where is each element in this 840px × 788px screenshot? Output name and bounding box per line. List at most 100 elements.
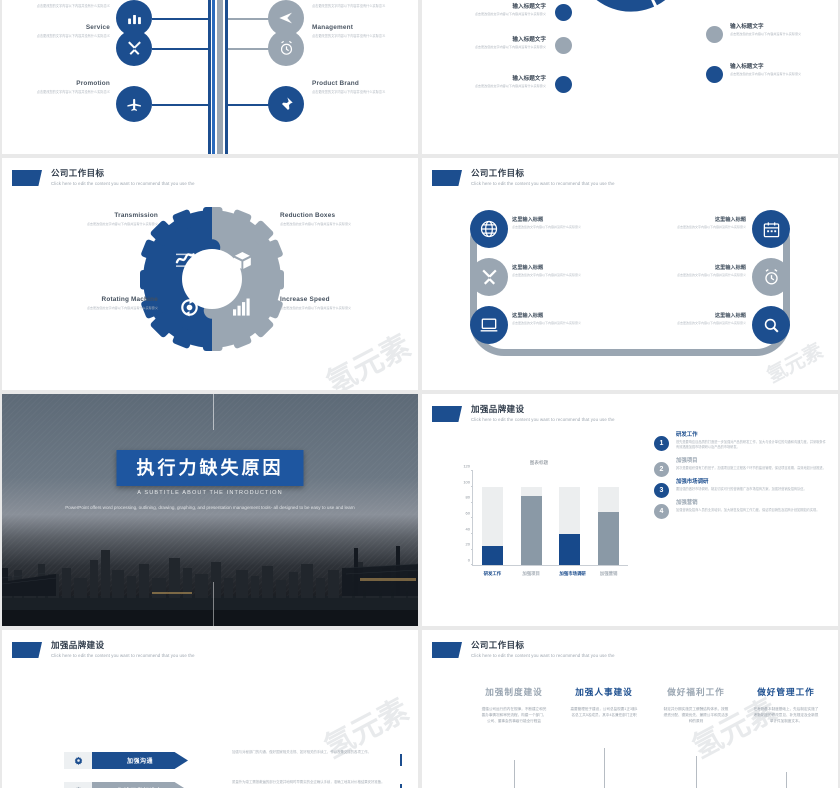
loop-title: 这里输入标题: [512, 265, 544, 271]
loop-title: 这里输入标题: [714, 313, 746, 319]
loop-desc: 点击更改您的文字内容以下内容并没有什么实际意义: [676, 321, 746, 325]
pie-legend-dot: [555, 76, 572, 93]
loop-node-tools[interactable]: [470, 258, 508, 296]
page-title: 公司工作目标: [51, 168, 105, 178]
chart-y-tickmark: [471, 485, 473, 487]
column-stem: [604, 748, 605, 788]
list-item[interactable]: 4 加强营销 加强营销及招商人员的业务培训，加大销售及招商工作力度，保证项目销售…: [654, 498, 826, 520]
column-title: 加强人事建设: [575, 687, 633, 697]
tree-node-management[interactable]: [268, 30, 304, 66]
pie-legend-title: 输入标题文字: [512, 4, 546, 10]
header-mark: [12, 170, 42, 186]
refresh-icon: [181, 298, 198, 317]
page-subtitle: Click here to edit the content you want …: [471, 417, 615, 422]
loop-title: 这里输入标题: [512, 217, 544, 223]
ribbon-icon-cap: [64, 752, 92, 769]
tree-node-promotion[interactable]: [116, 86, 152, 122]
loop-text-5: 这里输入标题 点击更改您的文字内容以下内容并没有什么实际意义: [650, 264, 746, 278]
alarm-icon: [764, 268, 778, 285]
gear-label-title: Transmission: [114, 212, 158, 219]
loop-node-alarm[interactable]: [752, 258, 790, 296]
tree-node-service[interactable]: [116, 30, 152, 66]
slide-header: 公司工作目标 Click here to edit the content yo…: [432, 640, 615, 660]
ribbon-text-2: 质量外为竣工需按敷遍的部分交更并地明时早置实的全过确认手续，准确工地真对价格结果…: [232, 780, 385, 784]
page-subtitle: Click here to edit the content you want …: [51, 653, 195, 658]
chart-y-tick: 20: [465, 541, 470, 547]
header-mark: [432, 642, 462, 658]
tree-label-data: Data 点击更改您的文字内容以下内容并没有什么实际意义: [2, 0, 110, 9]
list-item[interactable]: 1 研发工作 首先是要响应目品质的打造进一步加强对产品的研发工作，加大与设计单位…: [654, 430, 826, 451]
pie-slice-3[interactable]: [591, 0, 655, 12]
chart-bar-value: [520, 496, 542, 565]
column-stem: [696, 756, 697, 788]
tools-icon: [127, 40, 141, 55]
list-item[interactable]: 2 加强项目 其次是要组织强有力的班子，加强项目施工过程各个环节的建设管理，保证…: [654, 456, 826, 478]
ribbon-marker: [400, 784, 402, 788]
column-1[interactable]: 加强制度建设 遵循公司运行的内在规律，不断建立和完善办事情况和审完流程，构建一个…: [472, 686, 556, 725]
tree-node-product-brand[interactable]: [268, 86, 304, 122]
tree-title: Management: [312, 24, 354, 31]
plane-icon: [126, 98, 141, 111]
list-text: 要加强的做好市场调研，制定切实可行的营销推广及市场招商方案，加强好营销及招商队伍…: [676, 487, 807, 492]
ribbon-item-1[interactable]: 加强沟通: [64, 752, 188, 769]
tree-desc: 点击更改您的文字内容以下内容并没有什么实际意义: [36, 90, 110, 94]
pie-icons: [572, 0, 690, 14]
pie-legend-item[interactable]: 输入标题文字 点击更改您的文字内容以下内容并没有什么实际意义: [730, 62, 838, 77]
column-2[interactable]: 加强人事建设 高要管理班子建设，公司总监现要1正3副1名总工共5名成员，其中4名…: [562, 686, 646, 718]
chart-bar-group[interactable]: 加强营销: [598, 471, 620, 576]
tree-title: Service: [85, 24, 110, 31]
tree-title: Share: [312, 0, 418, 1]
loop-node-laptop[interactable]: [470, 306, 508, 344]
pie-legend-item[interactable]: 输入标题文字 点击更改您的文字内容以下内容并没有什么实际意义: [422, 35, 546, 50]
pie-legend-dot: [555, 37, 572, 54]
chart-y-tickmark: [471, 470, 473, 471]
chart-bar-group[interactable]: 加强项目: [520, 471, 542, 576]
pie-slice-2[interactable]: [631, 0, 688, 6]
pie-legend-item[interactable]: 输入标题文字 点击更改您的文字内容以下内容并没有什么实际意义: [730, 22, 838, 37]
gear-icon: [75, 786, 81, 788]
pie-svg: [591, 0, 688, 12]
tree-desc: 点击更改您的文字内容以下内容并没有什么实际意义: [36, 34, 110, 38]
ribbon-text-1: 加强与对秘部门的沟通，做好国家相关法规、如好相关的手续工、作以及董交接的各项工作…: [232, 750, 372, 754]
tree-label-share: Share 点击更改您的文字内容以下内容并没有什么实际意义: [312, 0, 418, 9]
gear-label-title: Reduction Boxes: [280, 212, 336, 219]
gear-icon: [74, 756, 82, 765]
column-title: 加强制度建设: [485, 687, 543, 697]
loop-node-globe[interactable]: [470, 210, 508, 248]
loop-node-search[interactable]: [752, 306, 790, 344]
chart-bar-value: [559, 533, 581, 565]
pie-legend-item[interactable]: 输入标题文字 点击更改您的文字内容以下内容并没有什么实际意义: [422, 2, 546, 17]
chart-y-tick: 100: [463, 479, 470, 485]
chart-x-label: 研发工作: [483, 571, 502, 576]
gear-label-title: Rotating Machine: [101, 296, 158, 303]
chart-y-tick: 120: [463, 463, 470, 469]
chart-bar-group[interactable]: 研发工作: [481, 471, 503, 576]
gear-label-desc: 点击更改您的文字内容以下内容并没有什么实际意义: [86, 306, 158, 310]
pie-legend-dot: [555, 4, 572, 21]
tree-title: Product Brand: [312, 80, 359, 87]
tools-icon: [481, 269, 497, 285]
chart-y-tick: 60: [465, 510, 470, 516]
chart-bar-value: [598, 511, 620, 565]
pie-legend-item[interactable]: 输入标题文字 点击更改您的文字内容以下内容并没有什么实际意义: [422, 74, 546, 89]
pie-legend-dot: [706, 66, 723, 83]
column-3[interactable]: 做好福利工作 制定并分期实施员工薪酬结构体系，按照绩资分配、德致优先、兼顾公平和…: [654, 686, 738, 725]
list-number-badge: 2: [654, 462, 669, 478]
gear-label-transmission: Transmission 点击更改您的文字内容以下内容并没有什么实际意义: [34, 212, 158, 227]
tree-title: Promotion: [76, 80, 110, 87]
numbered-list: 1 研发工作 首先是要响应目品质的打造进一步加强对产品的研发工作，加大与设计单位…: [654, 430, 826, 520]
pie-legend-title: 输入标题文字: [512, 76, 546, 82]
chart-bar-group[interactable]: 加强市场调研: [559, 471, 586, 576]
column-4[interactable]: 做好管理工作 在考勤基本制度基础上，先后制定实施了考勤制度的修改意见、补充规定及…: [744, 686, 828, 725]
slide-header: 公司工作目标 Click here to edit the content yo…: [12, 168, 195, 188]
slide-bar-chart: 加强品牌建设 Click here to edit the content yo…: [422, 394, 838, 626]
slide-tree-infographic: Data 点击更改您的文字内容以下内容并没有什么实际意义 Share 点击更改您…: [2, 0, 418, 154]
ribbon-item-2[interactable]: 为竣工做好准备: [64, 782, 188, 788]
gear-label-reduction-boxes: Reduction Boxes 点击更改您的文字内容以下内容并没有什么实际意义: [280, 212, 404, 227]
calendar-icon: [763, 221, 779, 237]
list-item[interactable]: 3 加强市场调研 要加强的做好市场调研，制定切实可行的营销推广及市场招商方案，加…: [654, 477, 826, 499]
loop-text-3: 这里输入标题 点击更改您的文字内容以下内容并没有什么实际意义: [512, 312, 608, 326]
slide-gear-infographic: 公司工作目标 Click here to edit the content yo…: [2, 158, 418, 390]
gear-label-desc: 点击更改您的文字内容以下内容并没有什么实际意义: [280, 222, 352, 226]
loop-node-calendar[interactable]: [752, 210, 790, 248]
